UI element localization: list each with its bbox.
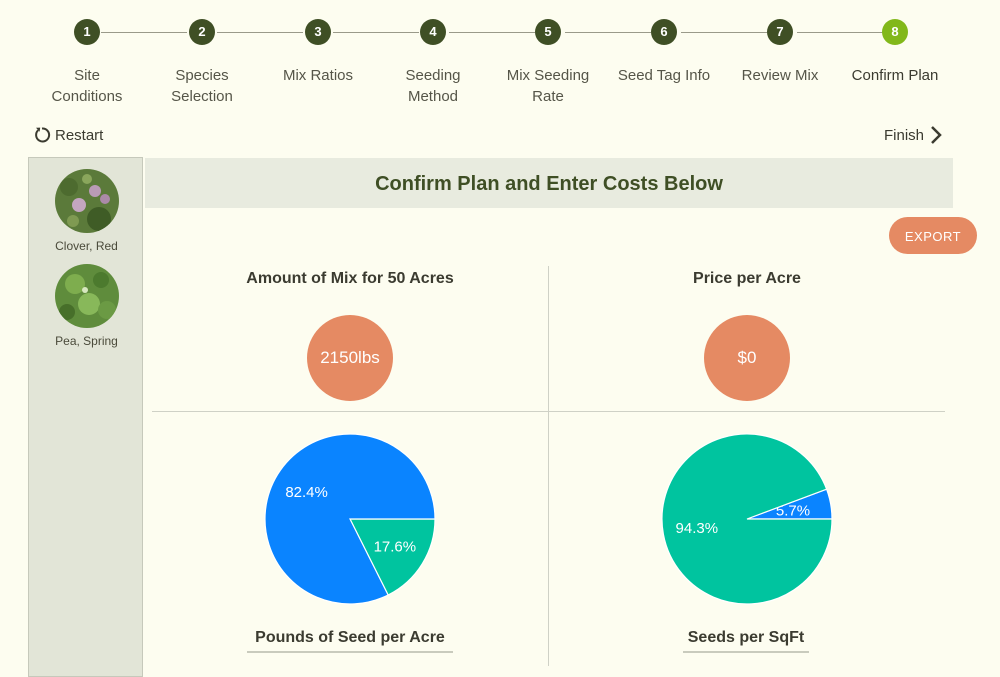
step-label: Mix Seeding Rate [506, 67, 590, 105]
step-label: Seeding Method [405, 67, 461, 105]
species-item-clover-red[interactable]: Clover, Red [29, 169, 144, 253]
step-connector [101, 32, 187, 33]
step-species-selection[interactable]: 2 Species Selection [144, 19, 260, 107]
pounds-per-acre-caption: Pounds of Seed per Acre [247, 629, 453, 653]
pie-slice-pea-spring [349, 518, 436, 596]
pie-label: 82.4% [285, 484, 328, 501]
pie-label: 17.6% [374, 539, 417, 556]
restart-label: Restart [55, 126, 104, 144]
pie-label: 94.3% [676, 520, 719, 537]
amount-value-badge: 2150lbs [307, 315, 393, 401]
step-number: 1 [74, 19, 100, 45]
step-number: 2 [189, 19, 215, 45]
clover-photo [54, 169, 119, 233]
species-sidebar: Clover, Red Pea, Spring [28, 157, 143, 677]
step-label: Mix Ratios [282, 67, 353, 84]
step-seeding-method[interactable]: 4 Seeding Method [375, 19, 491, 107]
step-number: 3 [305, 19, 331, 45]
step-mix-ratios[interactable]: 3 Mix Ratios [260, 19, 376, 86]
price-title: Price per Acre [693, 270, 801, 287]
pea-photo [54, 264, 119, 328]
step-number: 4 [420, 19, 446, 45]
step-label: Review Mix [741, 67, 819, 84]
step-seed-tag-info[interactable]: 6 Seed Tag Info [606, 19, 722, 86]
step-review-mix[interactable]: 7 Review Mix [722, 19, 838, 86]
progress-stepper: 1 Site Conditions 2 Species Selection 3 Mi… [0, 0, 1000, 115]
step-connector [217, 32, 303, 33]
step-connector [449, 32, 535, 33]
step-mix-seeding-rate[interactable]: 5 Mix Seeding Rate [490, 19, 606, 107]
pie-slice-clover-red [264, 433, 436, 605]
page-header: Confirm Plan and Enter Costs Below [145, 158, 953, 208]
step-number: 8 [882, 19, 908, 45]
step-connector [681, 32, 767, 33]
page-title: Confirm Plan and Enter Costs Below [375, 173, 723, 195]
price-value-badge: $0 [704, 315, 790, 401]
seeds-per-sqft-caption: Seeds per SqFt [683, 629, 809, 653]
pounds-per-acre-chart: 17.6% 82.4% [263, 432, 437, 611]
species-item-pea-spring[interactable]: Pea, Spring [29, 264, 144, 348]
finish-button[interactable]: Finish [884, 124, 942, 146]
step-connector [797, 32, 883, 33]
step-connector [565, 32, 651, 33]
step-number: 6 [651, 19, 677, 45]
seeds-per-sqft-chart: 5.7% 94.3% [660, 432, 834, 611]
finish-label: Finish [884, 126, 925, 144]
grid-divider-horizontal [152, 411, 945, 412]
pie-slice-clover-red [661, 433, 833, 605]
step-label: Seed Tag Info [617, 67, 711, 84]
restart-button[interactable]: Restart [32, 124, 103, 146]
grid-divider-vertical [548, 266, 549, 666]
step-number: 7 [767, 19, 793, 45]
step-number: 5 [535, 19, 561, 45]
step-label: Confirm Plan [851, 67, 939, 84]
export-button[interactable]: EXPORT [889, 217, 977, 254]
species-name: Pea, Spring [55, 334, 118, 348]
step-site-conditions[interactable]: 1 Site Conditions [29, 19, 145, 107]
pie-label: 5.7% [776, 503, 810, 520]
step-confirm-plan[interactable]: 8 Confirm Plan [837, 19, 953, 86]
chevron-right-icon [931, 126, 942, 144]
step-label: Species Selection [171, 67, 233, 105]
step-label: Site Conditions [51, 67, 123, 105]
step-connector [333, 32, 419, 33]
species-name: Clover, Red [55, 239, 118, 253]
amount-title: Amount of Mix for 50 Acres [246, 270, 454, 287]
restart-icon [35, 127, 51, 143]
